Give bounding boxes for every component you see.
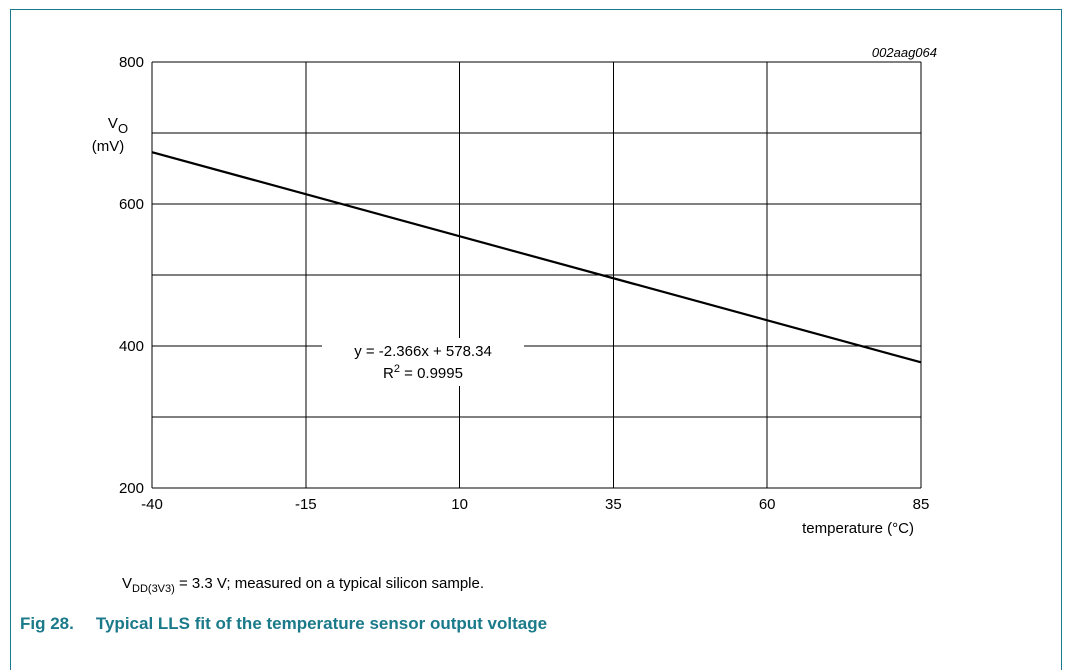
x-tick-label: 10 — [451, 496, 468, 513]
annotation: y = -2.366x + 578.34 R2 = 0.9995 — [322, 338, 524, 386]
x-axis-label: temperature (°C) — [802, 520, 914, 537]
series-line — [151, 151, 922, 364]
grid — [151, 61, 922, 489]
chart: y = -2.366x + 578.34 R2 = 0.9995 -40 -15 1… — [92, 54, 930, 537]
tick-labels: -40 -15 10 35 60 85 200 400 600 800 — [119, 54, 929, 513]
x-tick-label: 35 — [605, 496, 622, 513]
y-axis-label: VO — [108, 115, 128, 136]
x-tick-label: -40 — [141, 496, 163, 513]
y-axis-unit: (mV) — [92, 138, 125, 155]
fit-equation: y = -2.366x + 578.34 — [354, 343, 492, 360]
x-tick-label: 60 — [759, 496, 776, 513]
y-tick-label: 800 — [119, 54, 144, 71]
y-tick-label: 600 — [119, 196, 144, 213]
x-tick-label: 85 — [913, 496, 930, 513]
figure-caption: Fig 28. Typical LLS fit of the temperatur… — [20, 614, 547, 634]
r-squared: R2 = 0.9995 — [383, 363, 463, 382]
y-tick-label: 400 — [119, 338, 144, 355]
annotation-background — [322, 338, 524, 386]
figure-number: Fig 28. — [20, 614, 74, 633]
x-tick-label: -15 — [295, 496, 317, 513]
figure-code: 002aag064 — [871, 45, 937, 60]
figure-frame — [10, 9, 1062, 670]
measurement-condition: VDD(3V3) = 3.3 V; measured on a typical … — [122, 575, 484, 595]
series-layer — [151, 151, 922, 364]
y-tick-label: 200 — [119, 480, 144, 497]
figure-title: Typical LLS fit of the temperature senso… — [95, 614, 548, 633]
